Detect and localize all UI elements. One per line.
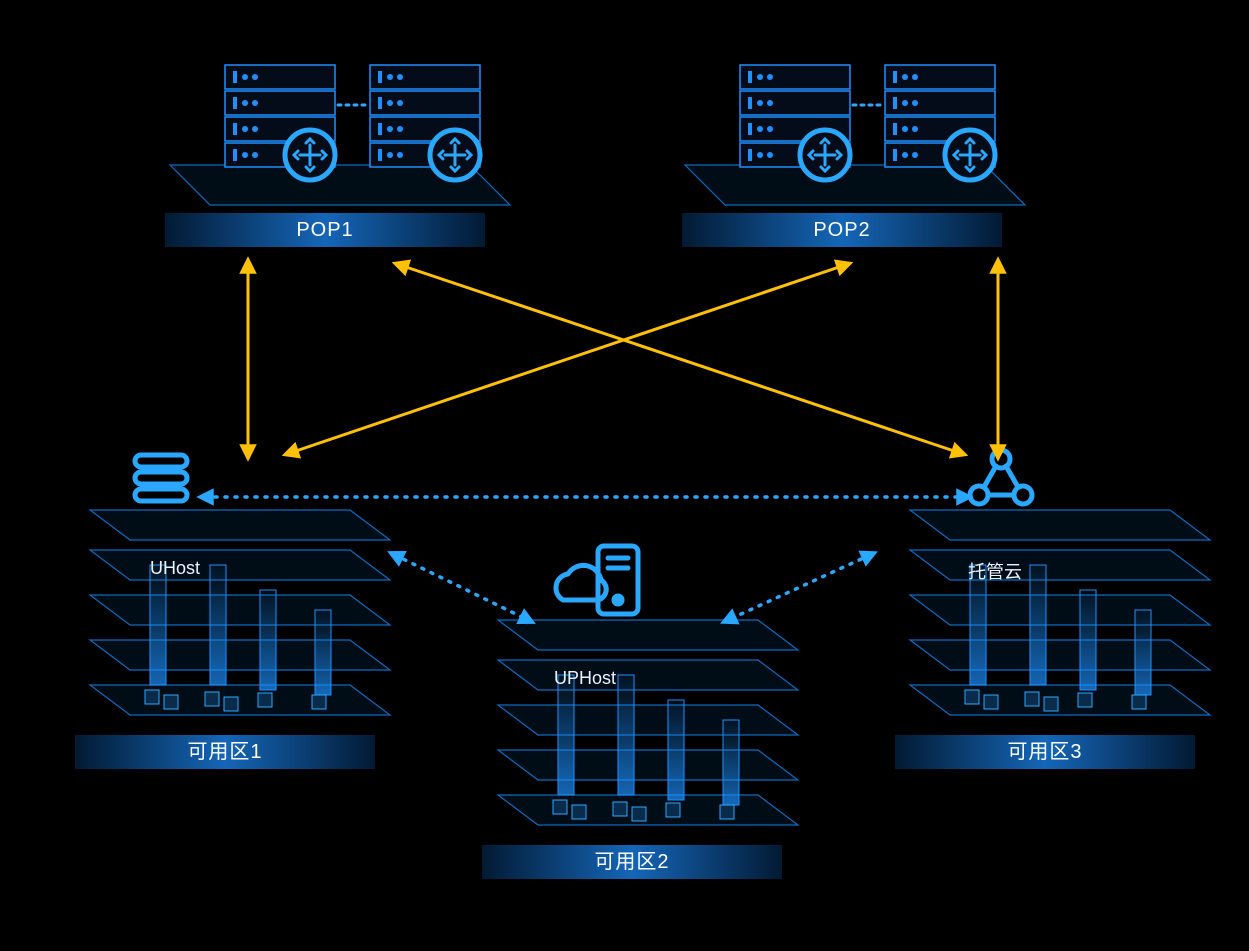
pop2-group: [685, 65, 1025, 205]
zone1-label: 可用区1: [75, 735, 375, 769]
edge-zone3-zone2: [728, 555, 870, 620]
zone1-group: [90, 455, 390, 715]
pop1-group: [170, 65, 510, 205]
pop2-label: POP2: [682, 213, 1002, 247]
diagram-canvas: POP1 POP2 可用区1 可用区2 可用区3 UHost UPHost 托管…: [0, 0, 1249, 951]
network-nodes-icon: [970, 450, 1032, 504]
edge-pop1-zone3: [400, 265, 960, 453]
edge-pop2-zone1: [290, 265, 845, 453]
storage-icon: [135, 455, 187, 501]
zone1-sublabel: UHost: [115, 558, 235, 579]
graphics-layer: [0, 0, 1249, 951]
zone3-sublabel: 托管云: [935, 558, 1055, 584]
zone2-sublabel: UPHost: [525, 668, 645, 689]
cloud-server-icon: [556, 546, 638, 614]
zone2-label: 可用区2: [482, 845, 782, 879]
pop1-label: POP1: [165, 213, 485, 247]
zone3-label: 可用区3: [895, 735, 1195, 769]
edge-zone1-zone2: [395, 555, 528, 620]
